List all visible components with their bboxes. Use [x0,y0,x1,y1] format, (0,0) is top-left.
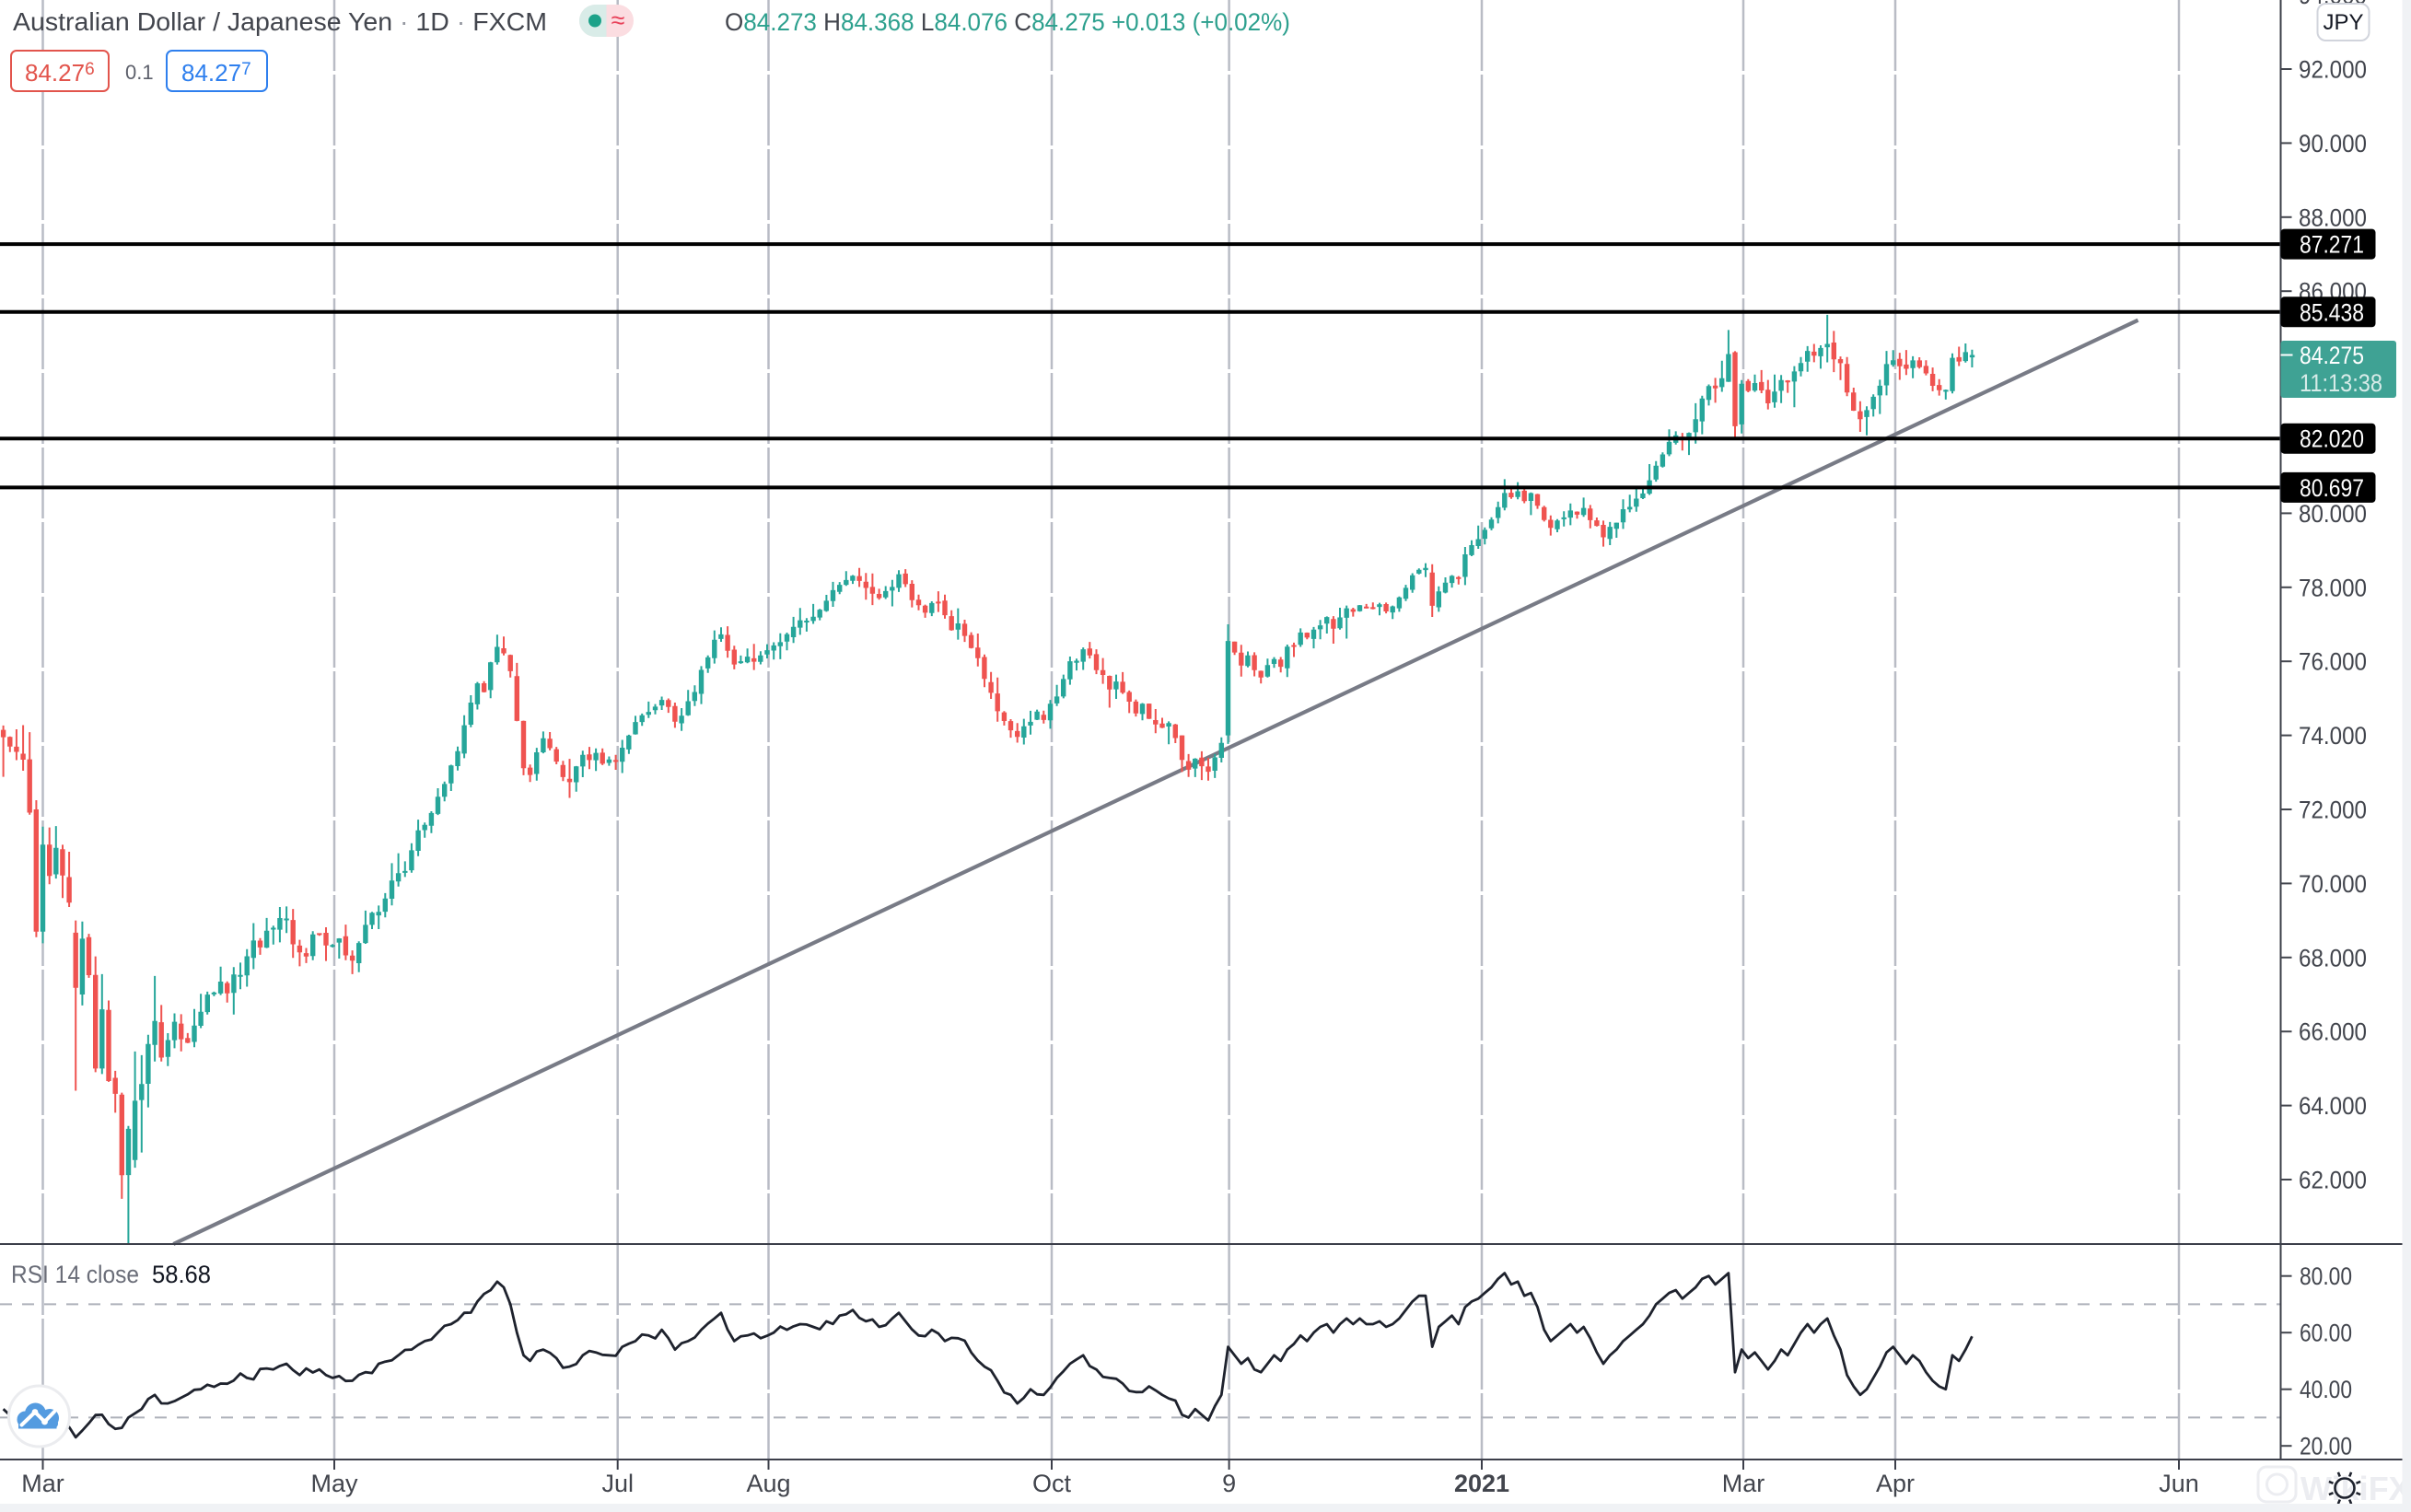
svg-text:78.000: 78.000 [2299,574,2367,601]
svg-text:72.000: 72.000 [2299,797,2367,824]
svg-text:84.277: 84.277 [181,59,251,87]
svg-text:9: 9 [1222,1470,1236,1497]
svg-text:Mar: Mar [21,1470,64,1497]
svg-text:JPY: JPY [2323,10,2363,35]
svg-text:Oct: Oct [1032,1470,1072,1497]
svg-text:82.020: 82.020 [2300,425,2364,453]
svg-text:70.000: 70.000 [2299,870,2367,898]
svg-text:68.000: 68.000 [2299,944,2367,971]
svg-text:2021: 2021 [1454,1470,1509,1497]
svg-text:40.00: 40.00 [2300,1376,2352,1403]
svg-text:0.1: 0.1 [125,61,154,84]
svg-text:RSI 14 close: RSI 14 close [11,1261,139,1288]
svg-text:84.276: 84.276 [25,59,95,87]
svg-text:Jun: Jun [2159,1470,2199,1497]
svg-text:Australian Dollar / Japanese Y: Australian Dollar / Japanese Yen · 1D · … [13,7,547,36]
svg-text:87.271: 87.271 [2300,231,2364,259]
svg-text:Apr: Apr [1876,1470,1915,1497]
svg-text:60.00: 60.00 [2300,1320,2352,1347]
svg-text:≈: ≈ [611,6,625,34]
svg-text:84.275: 84.275 [2300,342,2364,369]
svg-text:Jul: Jul [601,1470,634,1497]
svg-text:Mar: Mar [1722,1470,1765,1497]
svg-text:85.438: 85.438 [2300,298,2364,326]
svg-text:11:13:38: 11:13:38 [2300,369,2382,397]
svg-text:62.000: 62.000 [2299,1167,2367,1194]
svg-text:80.697: 80.697 [2300,474,2364,502]
svg-text:58.68: 58.68 [152,1261,211,1288]
svg-text:66.000: 66.000 [2299,1018,2367,1046]
svg-text:64.000: 64.000 [2299,1092,2367,1120]
svg-text:92.000: 92.000 [2299,56,2367,84]
svg-text:O84.273 H84.368 L84.076 C84: O84.273 H84.368 L84.076 C84.275 +0.013 (… [725,8,1290,36]
svg-text:Aug: Aug [746,1470,790,1497]
svg-text:WikiFX: WikiFX [2300,1470,2411,1507]
svg-text:May: May [310,1470,358,1497]
svg-text:20.00: 20.00 [2300,1433,2352,1460]
svg-text:80.000: 80.000 [2299,500,2367,528]
svg-text:74.000: 74.000 [2299,722,2367,750]
svg-text:76.000: 76.000 [2299,648,2367,676]
svg-text:90.000: 90.000 [2299,130,2367,157]
svg-text:80.00: 80.00 [2300,1262,2352,1290]
svg-text:88.000: 88.000 [2299,204,2367,231]
